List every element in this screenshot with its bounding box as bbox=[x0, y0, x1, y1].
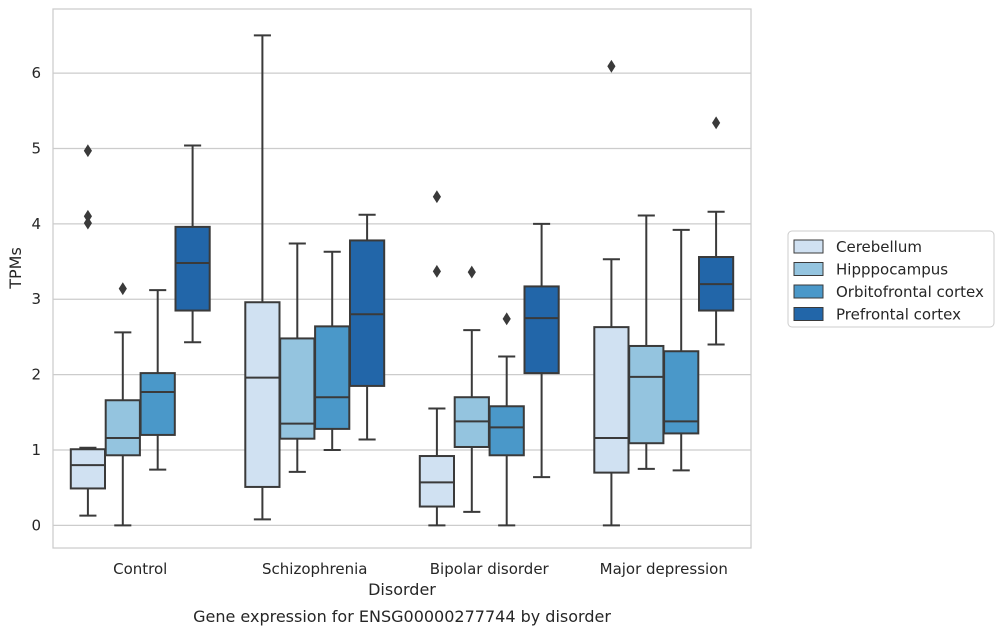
y-tick-label: 0 bbox=[31, 516, 41, 534]
legend-swatch bbox=[793, 307, 824, 321]
box bbox=[139, 372, 176, 436]
y-tick-label: 5 bbox=[31, 139, 41, 157]
y-tick-label: 4 bbox=[31, 215, 41, 233]
box bbox=[314, 325, 351, 430]
box bbox=[244, 301, 281, 488]
outlier-point bbox=[502, 312, 511, 326]
plot-frame bbox=[52, 8, 752, 549]
legend-label: Orbitofrontal cortex bbox=[836, 283, 984, 301]
box bbox=[488, 405, 525, 457]
box-group bbox=[279, 242, 316, 473]
outlier-point bbox=[607, 59, 616, 73]
legend-label: Prefrontal cortex bbox=[836, 306, 961, 324]
outlier-point bbox=[432, 190, 441, 204]
box bbox=[104, 399, 141, 457]
box-group bbox=[244, 34, 281, 521]
legend-swatch bbox=[793, 284, 824, 299]
y-tick-label: 6 bbox=[31, 64, 41, 82]
box bbox=[69, 448, 107, 490]
box-group bbox=[593, 59, 630, 527]
box-layer bbox=[69, 34, 735, 527]
legend-label: Hipppocampus bbox=[836, 261, 948, 279]
box-group bbox=[174, 144, 211, 344]
outlier-point bbox=[712, 116, 721, 130]
box-group bbox=[488, 312, 525, 527]
box bbox=[348, 239, 386, 387]
y-tick-label: 3 bbox=[31, 290, 41, 308]
legend-swatch bbox=[793, 239, 824, 254]
box-group bbox=[314, 250, 351, 451]
box bbox=[628, 344, 665, 445]
x-tick-label: Schizophrenia bbox=[262, 560, 367, 578]
legend-label: Cerebellum bbox=[836, 238, 922, 256]
outlier-point bbox=[118, 282, 127, 296]
box bbox=[418, 455, 456, 508]
box bbox=[279, 337, 316, 440]
y-tick-labels: 0 1 2 3 4 5 6 bbox=[31, 64, 41, 534]
box-group bbox=[523, 222, 560, 479]
legend-swatch bbox=[793, 262, 824, 276]
box bbox=[174, 225, 211, 312]
y-tick-label: 1 bbox=[31, 441, 41, 459]
outlier-point bbox=[83, 216, 92, 230]
x-tick-label: Bipolar disorder bbox=[430, 560, 550, 578]
box-group bbox=[139, 289, 176, 471]
box-group bbox=[348, 213, 386, 441]
x-tick-label: Control bbox=[113, 560, 167, 578]
box-group bbox=[697, 116, 735, 346]
outlier-point bbox=[83, 144, 92, 158]
box bbox=[593, 326, 630, 474]
x-tick-label: Major depression bbox=[600, 560, 728, 578]
x-tick-labels: Control Schizophrenia Bipolar disorder Majo… bbox=[113, 560, 728, 578]
x-axis-label: Disorder bbox=[368, 580, 436, 599]
legend-frame bbox=[787, 230, 995, 328]
box bbox=[663, 350, 700, 435]
y-tick-label: 2 bbox=[31, 366, 41, 384]
box-group bbox=[663, 228, 700, 472]
outlier-point bbox=[432, 264, 441, 278]
box bbox=[523, 285, 560, 375]
box-group bbox=[69, 144, 107, 517]
y-axis-label: TPMs bbox=[6, 247, 25, 290]
box-group bbox=[418, 190, 456, 527]
chart-caption: Gene expression for ENSG00000277744 by d… bbox=[193, 607, 611, 626]
outlier-point bbox=[467, 265, 476, 279]
box-group bbox=[628, 214, 665, 470]
legend: Cerebellum Hipppocampus Orbitofrontal cort… bbox=[787, 230, 995, 328]
